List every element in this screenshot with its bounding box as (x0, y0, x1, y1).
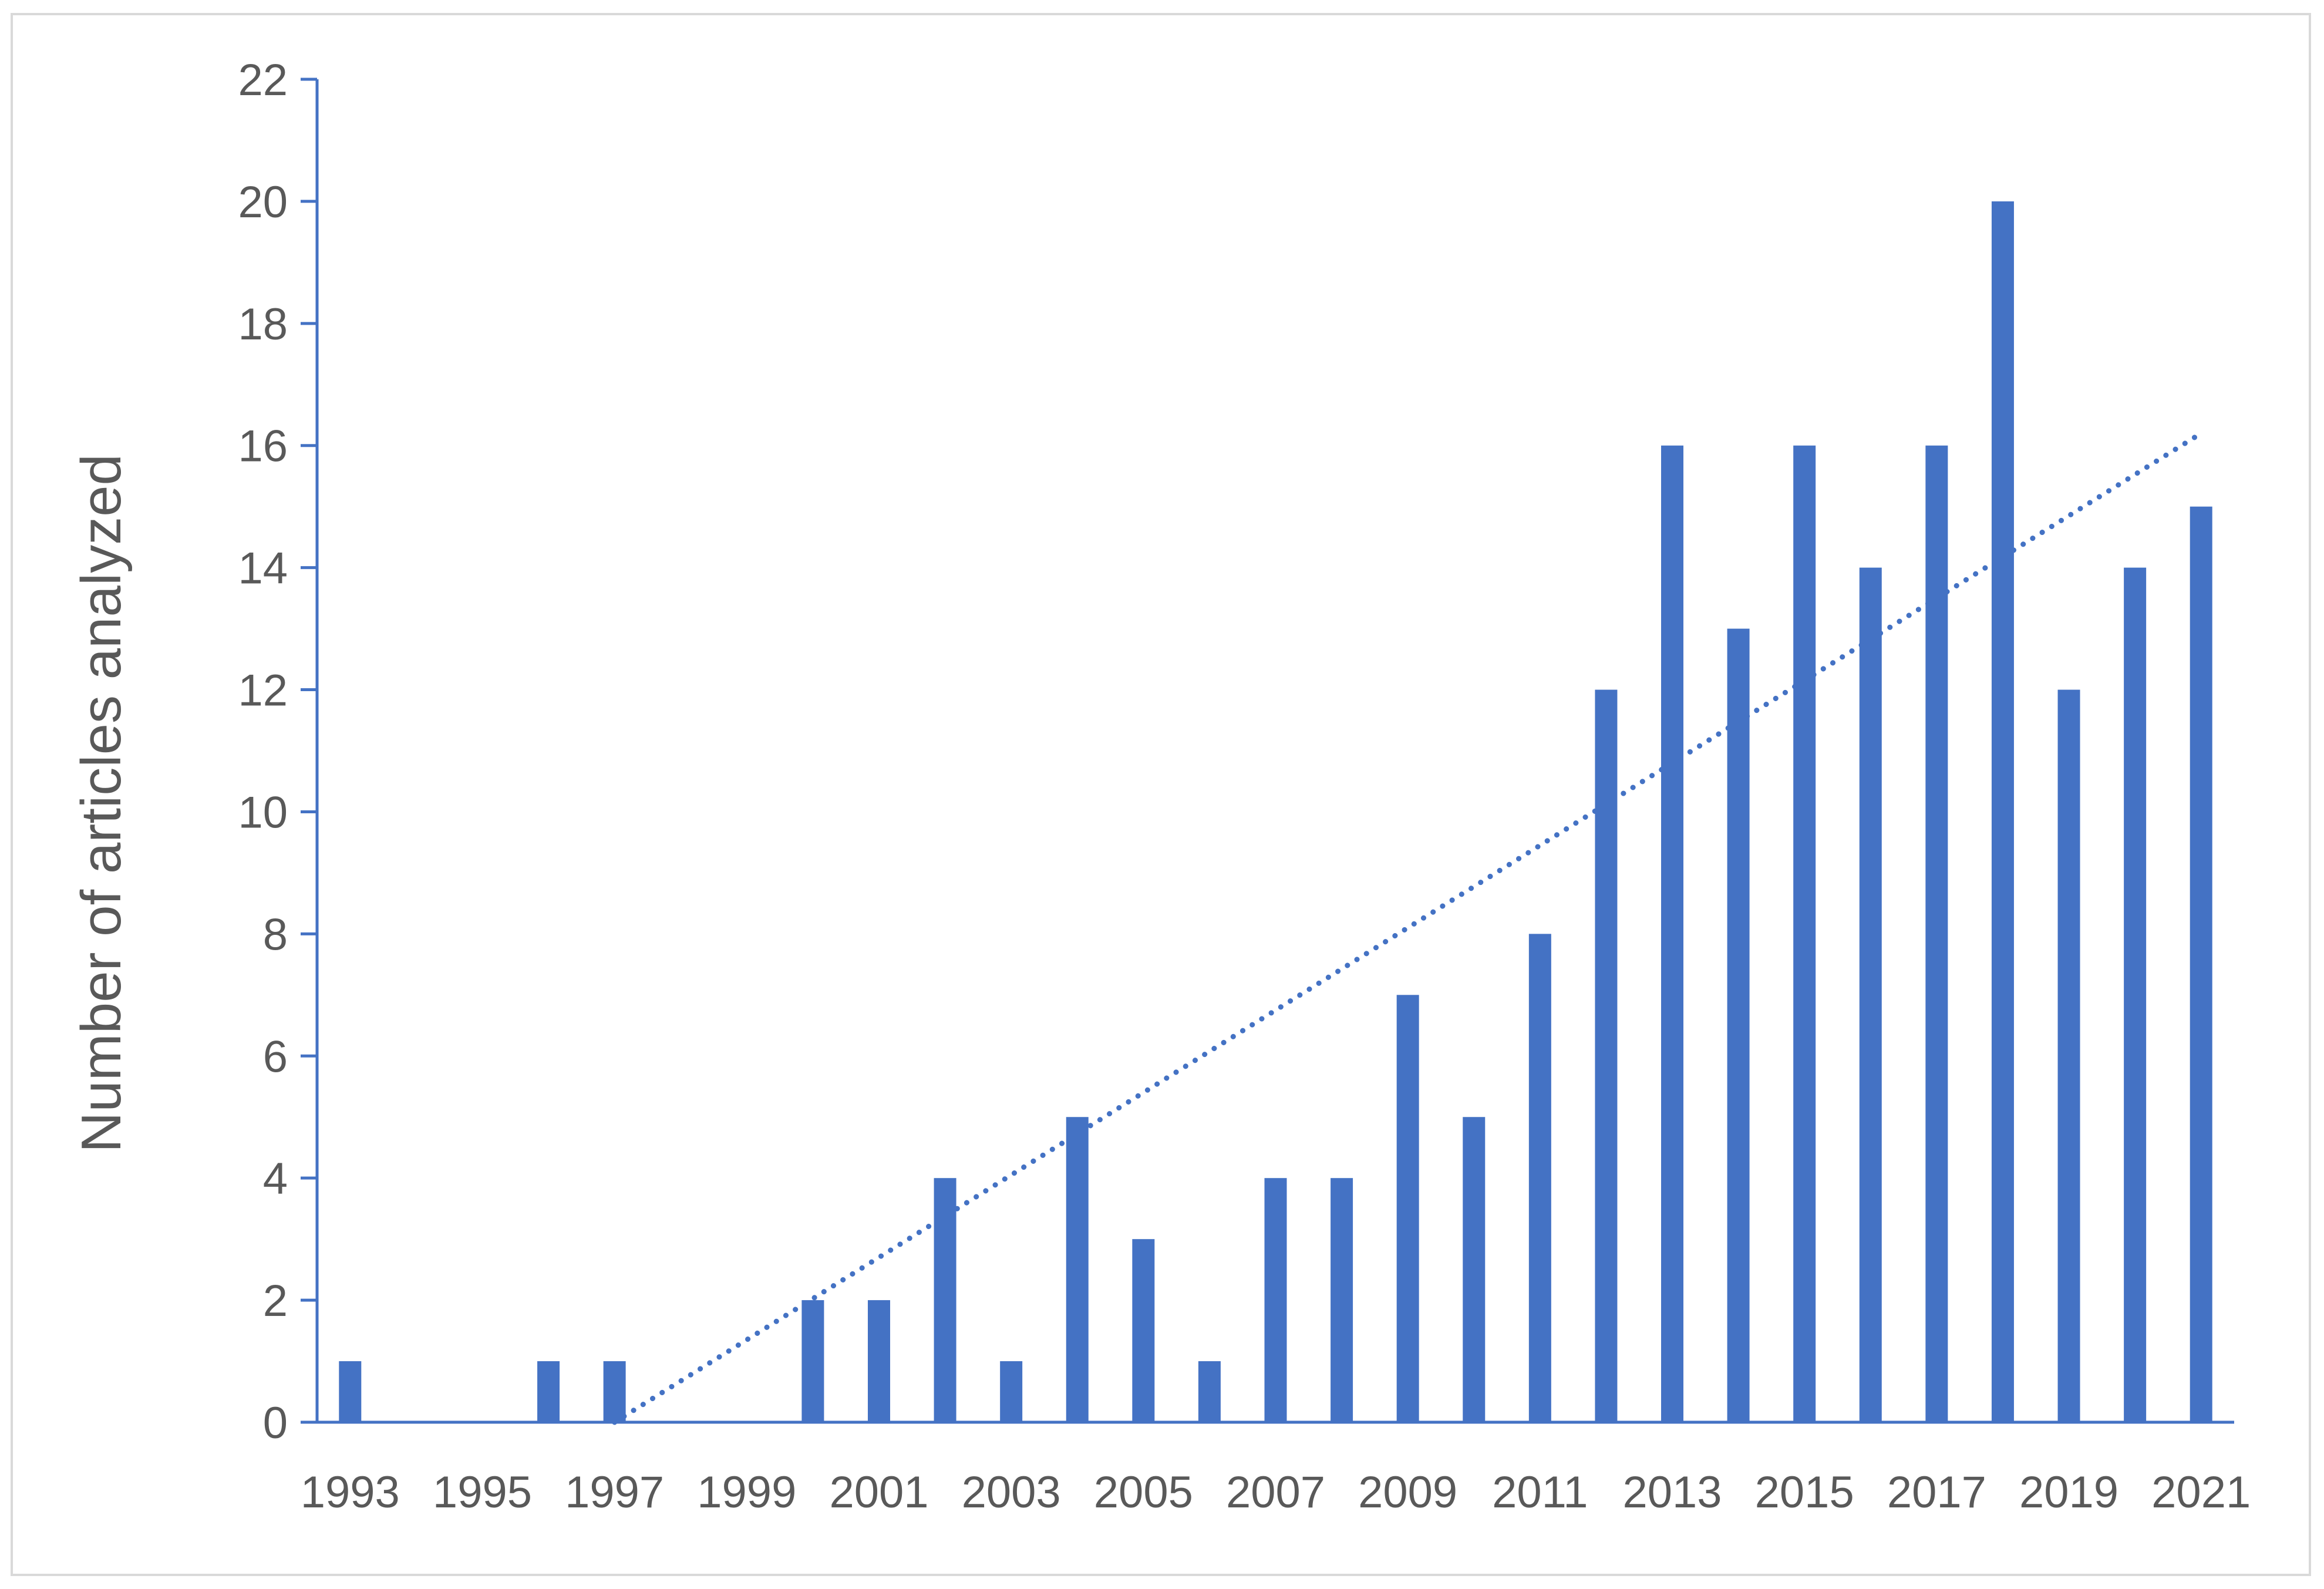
y-tick-label: 12 (238, 666, 288, 716)
bar-2011 (1528, 934, 1551, 1422)
bar-2001 (867, 1300, 890, 1422)
bar-2010 (1463, 1117, 1486, 1422)
y-tick-label: 14 (238, 544, 288, 594)
x-tick-label: 2013 (1622, 1467, 1722, 1517)
y-tick-label: 2 (263, 1276, 288, 1326)
bar-2007 (1264, 1178, 1287, 1422)
x-tick-label: 2017 (1887, 1467, 1986, 1517)
bar-2008 (1331, 1178, 1353, 1422)
trendline-group (612, 430, 2204, 1425)
x-tick-label: 2003 (962, 1467, 1061, 1517)
bar-2015 (1793, 445, 1816, 1422)
bar-2006 (1198, 1361, 1221, 1422)
x-tick-label: 1995 (433, 1467, 532, 1517)
bar-2021 (2190, 506, 2212, 1422)
x-tick-label: 2021 (2151, 1467, 2251, 1517)
x-tick-label: 2001 (829, 1467, 928, 1517)
x-tick-label: 2019 (2019, 1467, 2118, 1517)
bar-2017 (1925, 445, 1948, 1422)
y-tick-label: 0 (263, 1398, 288, 1448)
bars (339, 201, 2212, 1422)
bar-1997 (603, 1361, 626, 1422)
bar-2018 (1991, 201, 2014, 1422)
x-axis: 1993 1995 1997 1999 2001 2003 2005 2007 2009 2011… (301, 1420, 2251, 1517)
bar-2013 (1661, 445, 1684, 1422)
x-tick-label: 2005 (1094, 1467, 1193, 1517)
y-tick-label: 22 (238, 55, 288, 105)
x-tick-label: 1993 (301, 1467, 400, 1517)
y-axis-title: Number of articles analyzed (70, 454, 133, 1153)
bar-2005 (1132, 1239, 1155, 1422)
y-tick-label: 8 (263, 910, 288, 960)
bar-1996 (537, 1361, 560, 1422)
bar-2000 (801, 1300, 824, 1422)
x-tick-label: 1997 (565, 1467, 664, 1517)
bar-2003 (1000, 1361, 1023, 1422)
x-tick-label: 2015 (1755, 1467, 1854, 1517)
y-tick-label: 4 (263, 1154, 288, 1204)
trendline (612, 430, 2204, 1425)
y-axis: 0 2 4 6 8 10 12 14 16 18 20 22 (238, 55, 319, 1448)
bar-2004 (1066, 1117, 1089, 1422)
bar-2014 (1727, 628, 1750, 1422)
bar-1993 (339, 1361, 362, 1422)
x-tick-label: 2011 (1492, 1467, 1588, 1517)
y-tick-label: 16 (238, 422, 288, 472)
bar-2016 (1859, 567, 1882, 1422)
bar-2012 (1595, 689, 1618, 1422)
bar-2019 (2057, 689, 2080, 1422)
y-tick-label: 6 (263, 1032, 288, 1082)
y-tick-label: 20 (238, 177, 288, 227)
x-tick-label: 1999 (697, 1467, 796, 1517)
bar-2020 (2124, 567, 2147, 1422)
x-tick-label: 2009 (1358, 1467, 1457, 1517)
y-tick-label: 18 (238, 299, 288, 349)
x-tick-label: 2007 (1226, 1467, 1325, 1517)
y-tick-label: 10 (238, 787, 288, 837)
bar-2009 (1396, 995, 1419, 1422)
